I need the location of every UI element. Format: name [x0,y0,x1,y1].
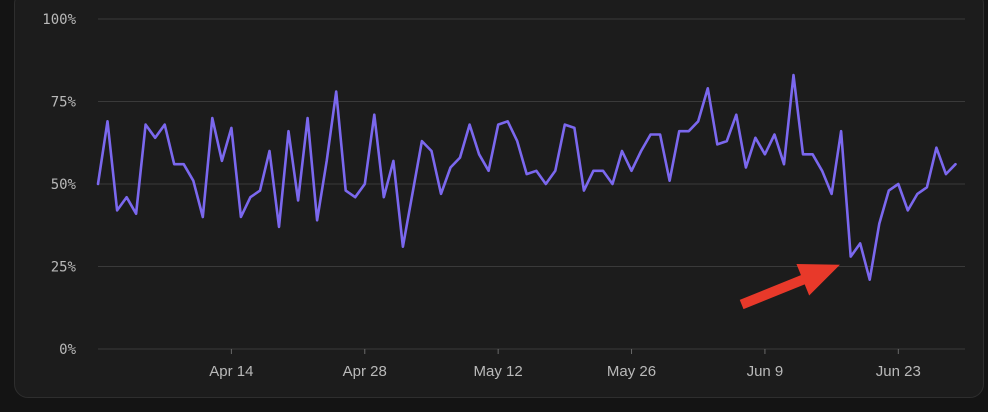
y-tick-label: 0% [59,342,76,358]
x-tick-label: May 12 [474,363,523,380]
arrow-shape [739,263,840,310]
y-tick-label: 75% [51,95,77,111]
chart-card [14,0,984,398]
y-tick-label: 100% [42,12,76,28]
x-tick-label: Jun 9 [747,363,784,380]
y-tick-label: 50% [51,177,77,193]
annotation-arrow [739,263,840,310]
y-tick-label: 25% [51,260,77,276]
series-group [96,73,957,282]
arrow-icon [739,263,840,310]
x-tick-label: Apr 14 [209,363,253,380]
x-tick-label: Jun 23 [876,363,921,380]
x-axis: Apr 14 Apr 28 May 12 May 26 Jun 9 Jun 23 [209,349,921,380]
grid-lines [98,18,965,350]
x-tick-label: May 26 [607,363,656,380]
y-axis: 0% 25% 50% 75% 100% [42,12,76,358]
x-tick-label: Apr 28 [343,363,387,380]
series-line [96,73,957,282]
